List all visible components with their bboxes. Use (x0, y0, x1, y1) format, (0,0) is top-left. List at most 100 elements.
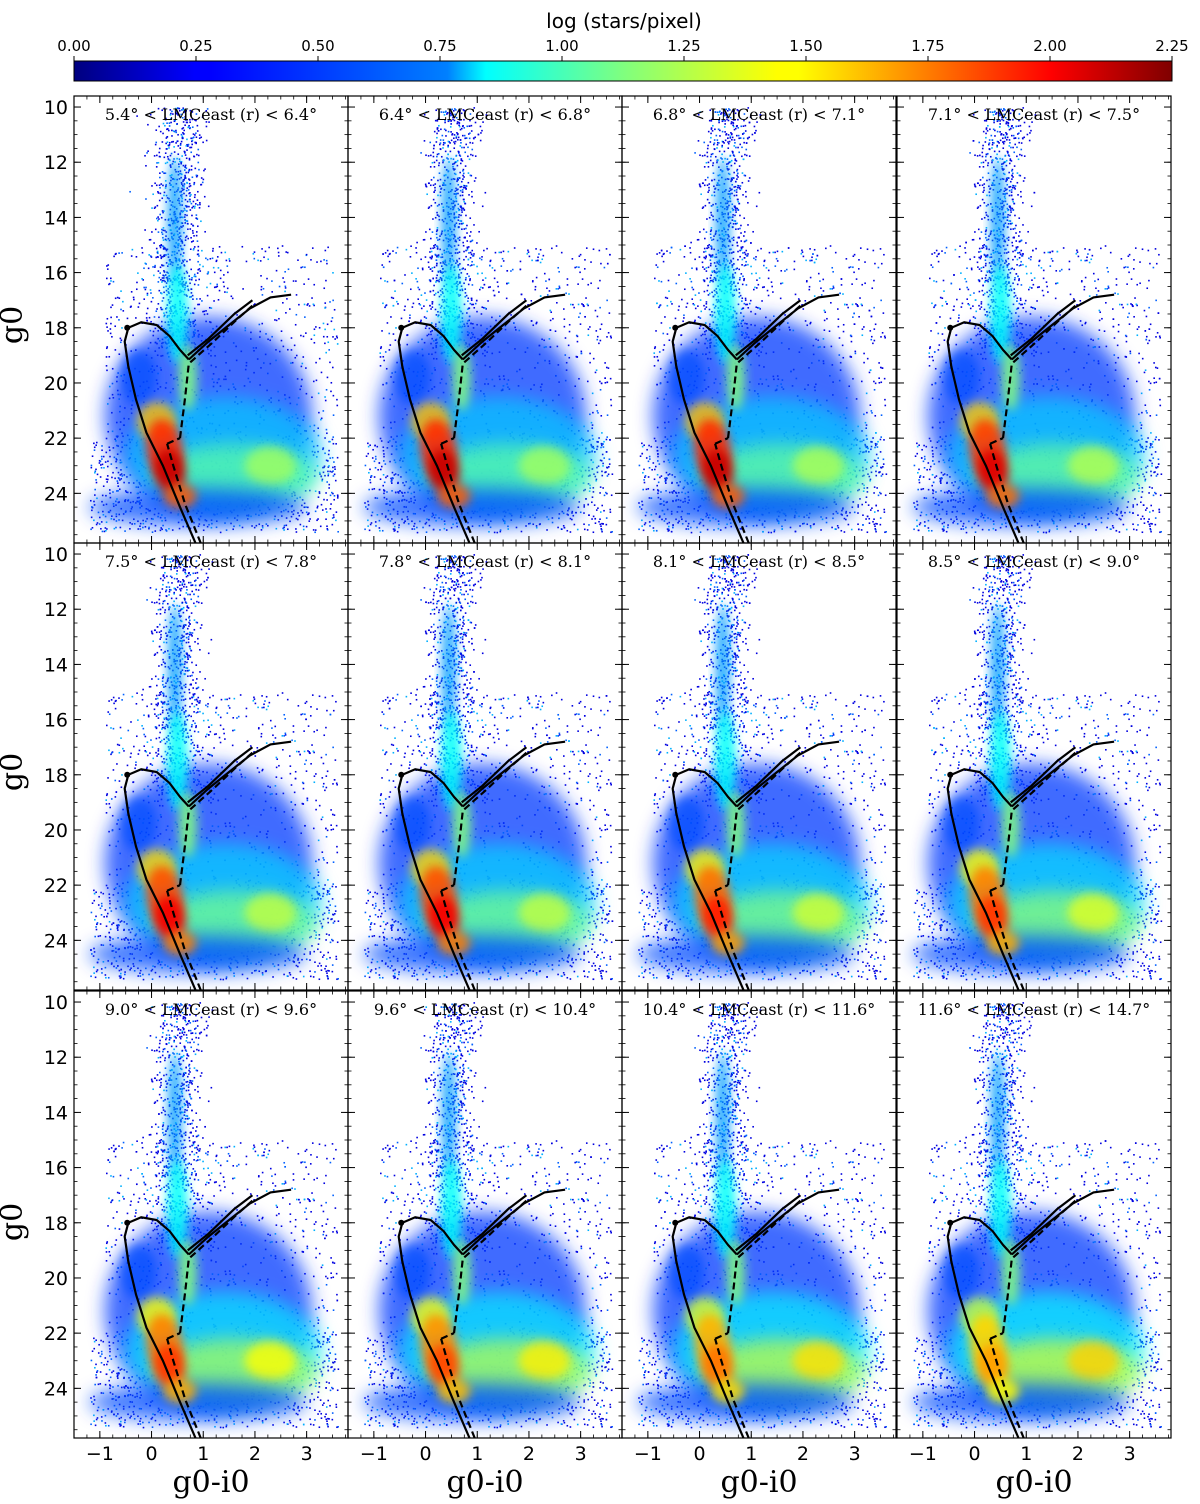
star-point (446, 157, 448, 159)
star-point (312, 380, 315, 383)
star-point (325, 508, 327, 510)
star-point (324, 437, 326, 439)
star-point (172, 140, 175, 143)
star-point (157, 231, 160, 233)
star-point (180, 161, 182, 164)
star-point (479, 257, 481, 260)
star-point (217, 267, 220, 269)
star-point (105, 494, 107, 497)
panel-ticks (73, 96, 348, 543)
star-point (439, 178, 442, 181)
star-point (96, 522, 99, 524)
star-point (192, 200, 195, 203)
star-point (193, 207, 196, 209)
star-point (182, 259, 184, 262)
star-point (417, 286, 419, 289)
star-point (118, 488, 121, 491)
star-point (186, 525, 188, 528)
star-point (483, 249, 485, 252)
star-point (424, 327, 427, 330)
star-point (200, 183, 203, 186)
star-point (370, 514, 373, 517)
star-point (301, 266, 304, 268)
star-point (100, 455, 103, 458)
star-point (461, 317, 464, 319)
star-point (198, 137, 201, 139)
star-point (429, 184, 432, 187)
star-point (401, 282, 404, 285)
star-point (161, 197, 164, 200)
star-point (162, 247, 165, 250)
star-point (284, 270, 286, 273)
star-point (461, 211, 463, 213)
star-point (416, 531, 419, 534)
star-point (466, 240, 469, 242)
star-point (304, 266, 306, 269)
star-point (455, 200, 457, 203)
star-point (473, 263, 475, 266)
star-point (438, 164, 440, 167)
star-point (168, 527, 170, 530)
star-point (409, 314, 411, 317)
star-point (313, 341, 316, 344)
star-point (299, 496, 301, 499)
star-point (564, 337, 567, 339)
star-point (181, 135, 184, 138)
star-point (454, 173, 457, 176)
star-point (325, 459, 328, 462)
star-point (189, 258, 191, 261)
y-tick-label: 16 (44, 263, 68, 285)
star-point (442, 143, 445, 146)
star-point (99, 476, 102, 478)
star-point (308, 520, 311, 522)
star-point (105, 451, 108, 454)
star-point (609, 511, 612, 513)
star-point (380, 465, 383, 468)
star-point (457, 183, 460, 186)
star-point (457, 138, 459, 141)
star-point (165, 249, 168, 252)
star-point (569, 517, 572, 520)
star-point (206, 525, 209, 528)
star-point (459, 194, 462, 197)
star-point (285, 251, 288, 253)
star-point (460, 220, 463, 222)
star-point (563, 325, 566, 328)
star-point (119, 526, 122, 529)
star-point (435, 323, 437, 325)
star-point (323, 259, 325, 261)
star-point (588, 524, 590, 526)
star-point (583, 506, 586, 508)
star-point (370, 522, 373, 524)
star-point (586, 380, 589, 383)
star-point (383, 492, 385, 495)
star-point (205, 110, 208, 112)
star-point (179, 172, 182, 175)
star-point (102, 455, 105, 458)
star-point (109, 455, 111, 458)
star-point (325, 492, 327, 494)
star-point (466, 125, 469, 128)
star-point (423, 113, 426, 116)
star-point (423, 316, 426, 318)
star-point (385, 367, 388, 370)
star-point (610, 404, 613, 407)
star-point (330, 381, 333, 384)
star-point (457, 275, 460, 278)
star-point (154, 266, 156, 268)
star-point (167, 288, 170, 290)
star-point (144, 154, 146, 157)
star-point (161, 308, 164, 311)
star-point (332, 299, 334, 302)
star-point (430, 154, 432, 157)
star-point (283, 526, 285, 529)
star-point (331, 471, 333, 473)
star-point (451, 133, 454, 135)
star-point (606, 414, 609, 416)
star-point (459, 282, 461, 284)
star-point (605, 366, 608, 369)
star-point (307, 303, 309, 305)
star-point (191, 230, 194, 232)
star-point (432, 247, 434, 250)
